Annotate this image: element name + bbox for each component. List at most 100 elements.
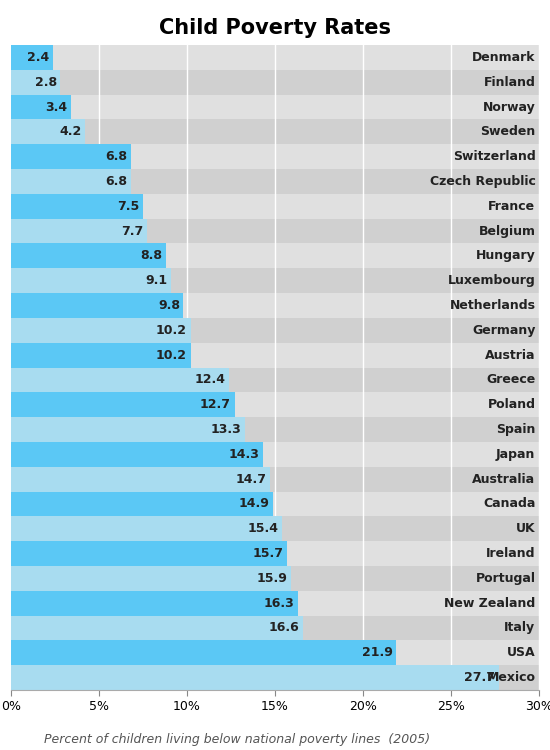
Text: Austria: Austria — [485, 349, 536, 361]
Bar — [11, 616, 303, 640]
Text: Norway: Norway — [483, 100, 536, 113]
Text: 15.7: 15.7 — [253, 547, 284, 560]
Text: 21.9: 21.9 — [362, 646, 393, 659]
Text: 16.6: 16.6 — [269, 622, 300, 634]
Text: 3.4: 3.4 — [45, 100, 67, 113]
Bar — [11, 268, 171, 293]
Bar — [11, 442, 263, 466]
Text: 12.7: 12.7 — [200, 398, 231, 411]
Text: 7.5: 7.5 — [117, 200, 140, 213]
Bar — [11, 417, 539, 442]
Text: Denmark: Denmark — [472, 51, 536, 64]
Bar — [11, 119, 85, 144]
Bar — [11, 665, 539, 690]
Text: 6.8: 6.8 — [105, 175, 127, 188]
Text: 13.3: 13.3 — [211, 423, 241, 436]
Bar — [11, 94, 539, 119]
Text: Poland: Poland — [487, 398, 536, 411]
Bar — [11, 144, 539, 169]
Bar — [11, 392, 234, 417]
Text: Spain: Spain — [496, 423, 536, 436]
Text: Ireland: Ireland — [486, 547, 536, 560]
Text: 10.2: 10.2 — [156, 324, 187, 337]
Bar — [11, 169, 539, 194]
Text: 2.4: 2.4 — [28, 51, 50, 64]
Text: Japan: Japan — [496, 448, 536, 460]
Text: 16.3: 16.3 — [263, 597, 294, 610]
Bar — [11, 219, 539, 244]
Text: 14.7: 14.7 — [235, 472, 266, 486]
Text: Greece: Greece — [486, 374, 536, 386]
Bar — [11, 70, 539, 94]
Bar — [11, 640, 397, 665]
Text: Mexico: Mexico — [487, 671, 536, 684]
Text: Portugal: Portugal — [476, 572, 536, 585]
Bar — [11, 45, 53, 70]
Text: New Zealand: New Zealand — [444, 597, 536, 610]
Text: 15.4: 15.4 — [248, 522, 278, 536]
Bar — [11, 566, 291, 591]
Bar — [11, 293, 539, 318]
Bar — [11, 45, 539, 70]
Text: Netherlands: Netherlands — [449, 299, 536, 312]
Text: 10.2: 10.2 — [156, 349, 187, 361]
Text: Czech Republic: Czech Republic — [430, 175, 536, 188]
Text: 27.7: 27.7 — [464, 671, 495, 684]
Bar — [11, 591, 539, 616]
Text: 9.8: 9.8 — [158, 299, 180, 312]
Bar — [11, 70, 60, 94]
Text: France: France — [488, 200, 536, 213]
Bar — [11, 144, 131, 169]
Bar — [11, 665, 498, 690]
Text: 15.9: 15.9 — [256, 572, 287, 585]
Bar — [11, 194, 143, 219]
Bar — [11, 268, 539, 293]
Text: Australia: Australia — [472, 472, 536, 486]
Text: UK: UK — [516, 522, 536, 536]
Text: 12.4: 12.4 — [195, 374, 226, 386]
Bar — [11, 516, 282, 542]
Text: 7.7: 7.7 — [121, 224, 143, 238]
Bar — [11, 516, 539, 542]
Bar — [11, 343, 190, 368]
Bar — [11, 442, 539, 466]
Bar — [11, 318, 190, 343]
Text: Finland: Finland — [483, 76, 536, 88]
Text: Switzerland: Switzerland — [453, 150, 536, 164]
Bar — [11, 491, 539, 516]
Bar — [11, 244, 539, 268]
Title: Child Poverty Rates: Child Poverty Rates — [159, 18, 391, 38]
Text: 2.8: 2.8 — [35, 76, 57, 88]
Text: 4.2: 4.2 — [59, 125, 81, 138]
Text: USA: USA — [507, 646, 536, 659]
Text: Canada: Canada — [483, 497, 536, 511]
Bar — [11, 466, 539, 491]
Bar — [11, 94, 71, 119]
Text: Luxembourg: Luxembourg — [448, 274, 536, 287]
Bar — [11, 542, 287, 566]
Bar — [11, 368, 539, 392]
Bar — [11, 119, 539, 144]
Text: Percent of children living below national poverty lines  (2005): Percent of children living below nationa… — [44, 734, 430, 746]
Text: 9.1: 9.1 — [146, 274, 168, 287]
Text: 6.8: 6.8 — [105, 150, 127, 164]
Bar — [11, 219, 146, 244]
Bar — [11, 491, 273, 516]
Text: 14.9: 14.9 — [239, 497, 270, 511]
Bar — [11, 318, 539, 343]
Bar — [11, 542, 539, 566]
Text: Germany: Germany — [472, 324, 536, 337]
Text: 8.8: 8.8 — [140, 249, 162, 262]
Text: Italy: Italy — [504, 622, 536, 634]
Bar — [11, 293, 184, 318]
Bar — [11, 169, 131, 194]
Bar — [11, 591, 298, 616]
Bar — [11, 640, 539, 665]
Bar — [11, 343, 539, 368]
Bar — [11, 194, 539, 219]
Bar — [11, 368, 229, 392]
Bar — [11, 566, 539, 591]
Text: 14.3: 14.3 — [228, 448, 259, 460]
Bar — [11, 392, 539, 417]
Text: Sweden: Sweden — [480, 125, 536, 138]
